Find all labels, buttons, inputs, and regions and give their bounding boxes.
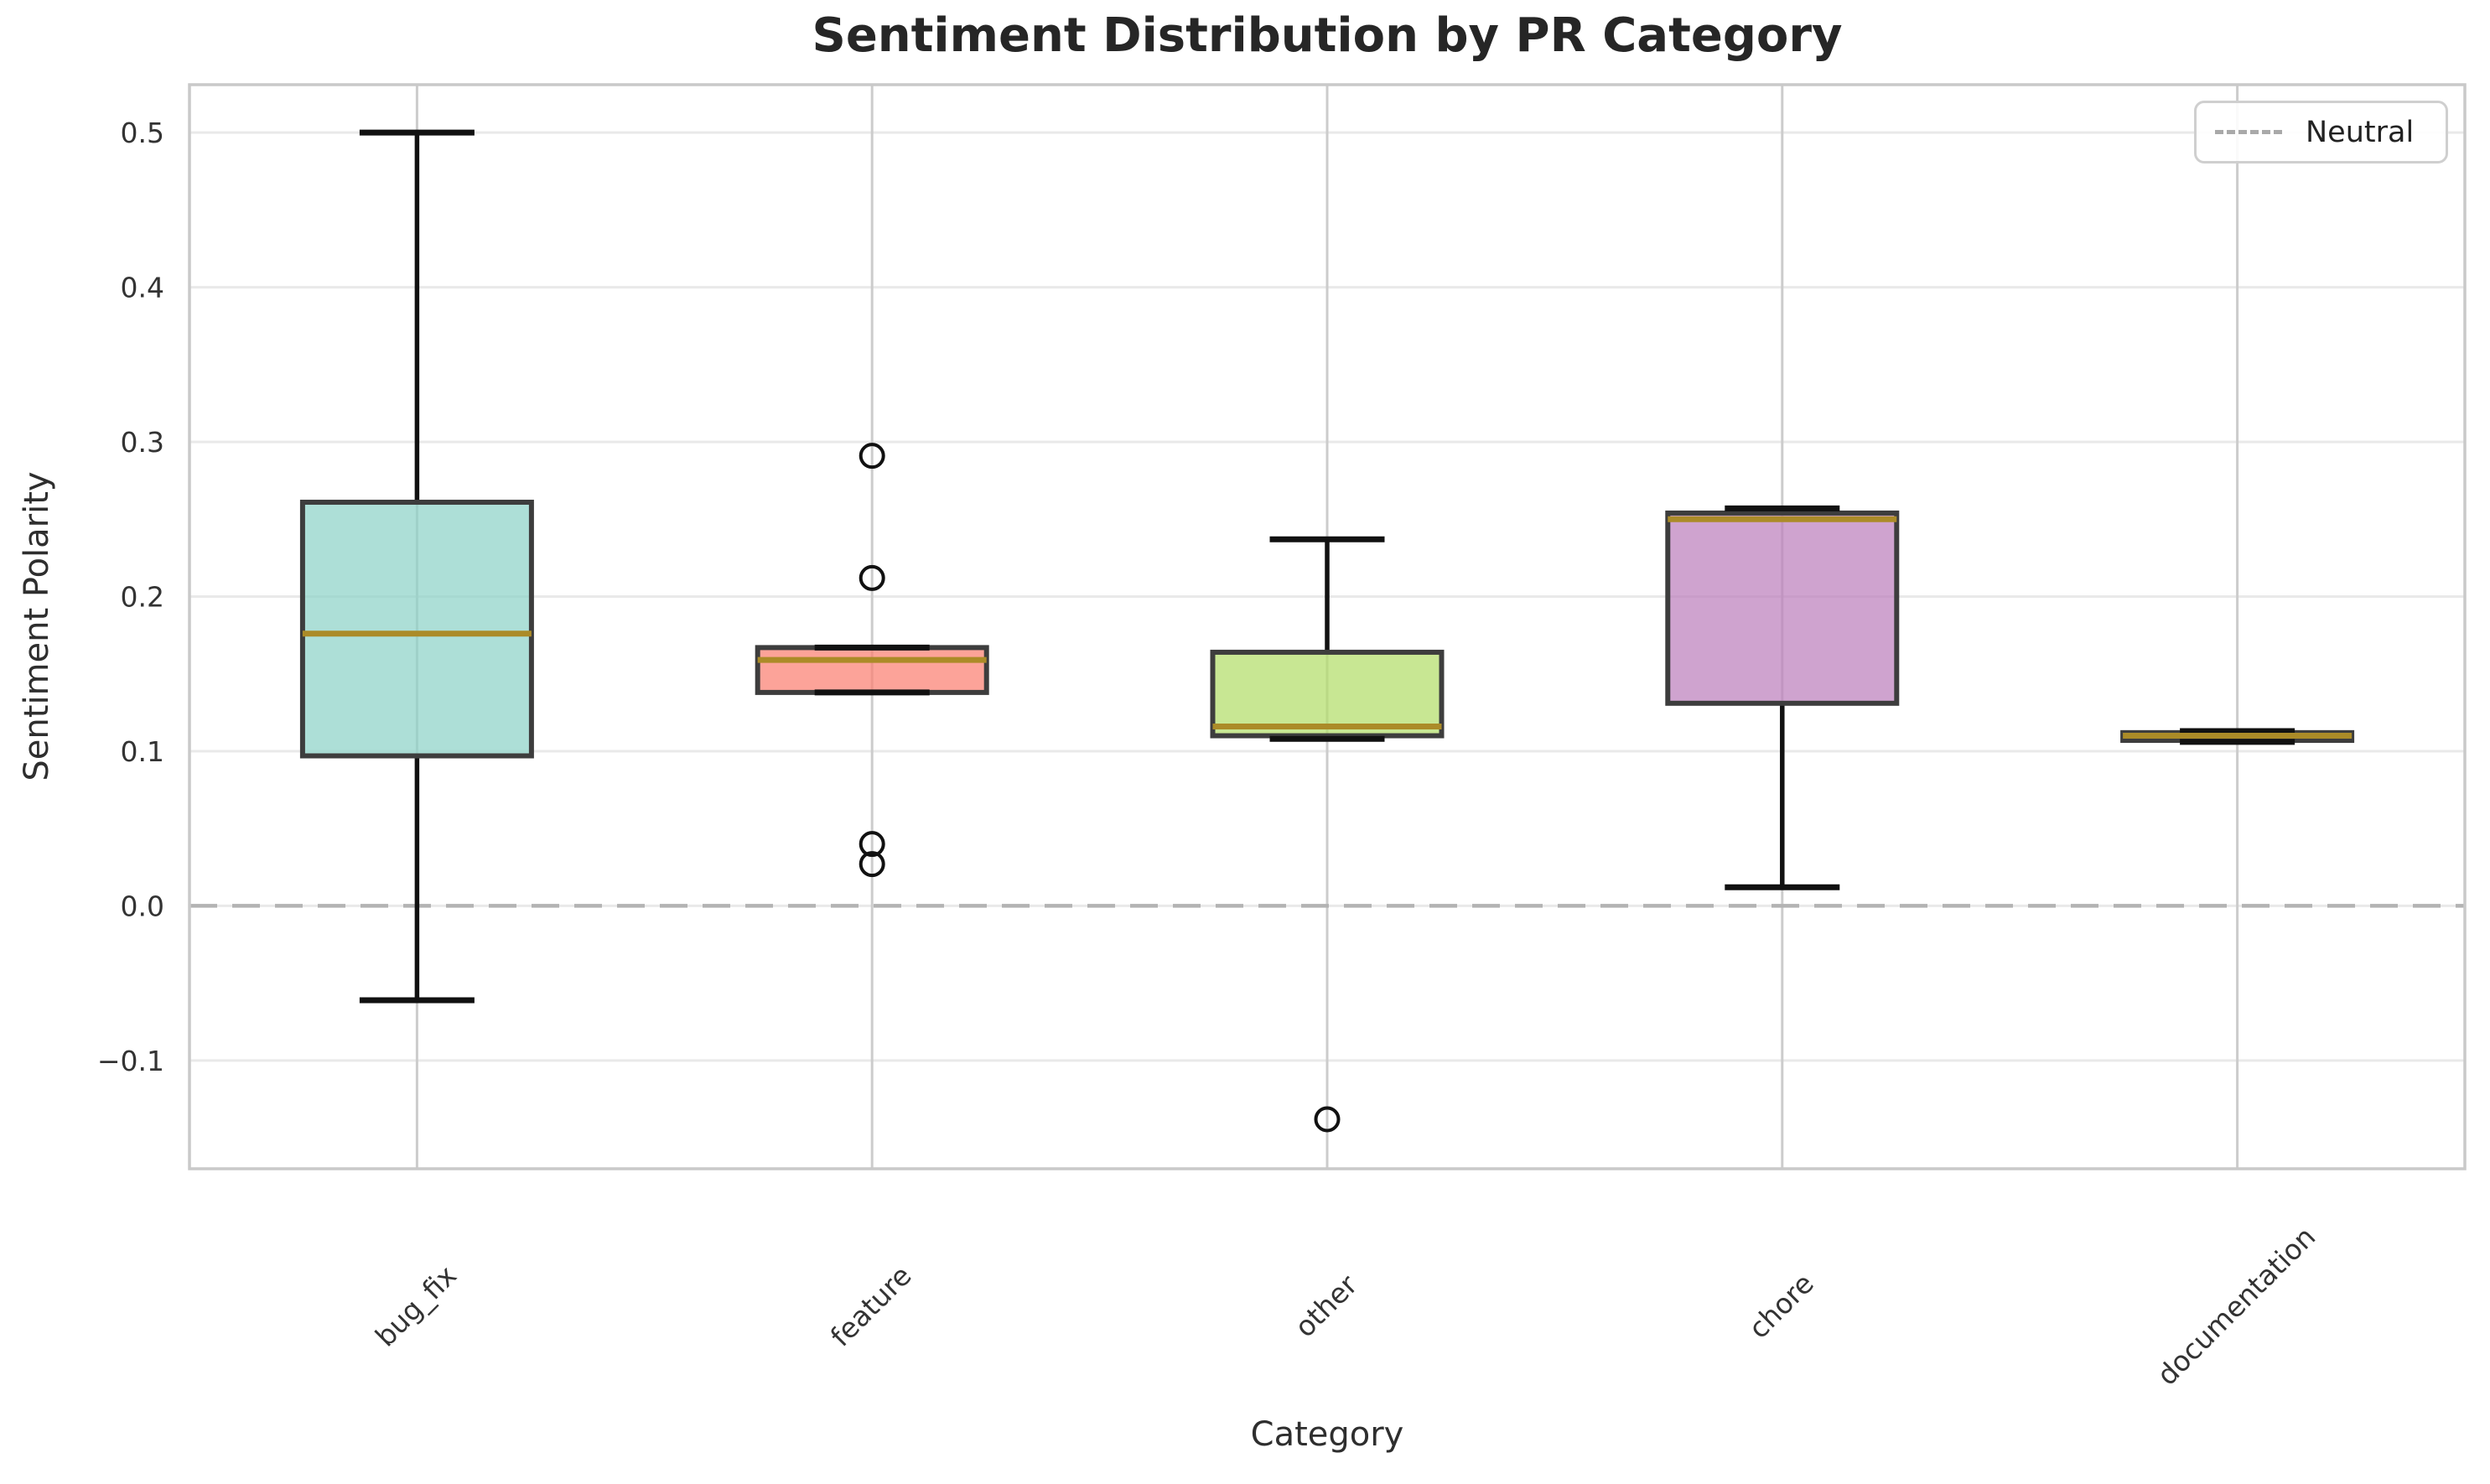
outlier-point-feature [859, 564, 885, 591]
y-tick-label-0.1: 0.1 [121, 735, 164, 768]
box-feature [755, 645, 989, 695]
y-tick-label-−0.1: −0.1 [97, 1045, 164, 1077]
y-tick-label-0.2: 0.2 [121, 581, 164, 614]
y-tick-label-0.0: 0.0 [121, 890, 164, 922]
chart-title: Sentiment Distribution by PR Category [812, 8, 1843, 63]
x-tick-label-documentation: documentation [2150, 1220, 2321, 1391]
outlier-point-feature [859, 851, 885, 878]
legend: Neutral [2194, 101, 2448, 163]
neutral-dashed-line-swatch [2215, 130, 2282, 134]
outlier-point-feature [859, 443, 885, 470]
x-tick-label-other: other [1289, 1268, 1364, 1343]
plot-border [188, 83, 2467, 1170]
x-tick-label-chore: chore [1742, 1267, 1820, 1345]
legend-label: Neutral [2306, 115, 2415, 149]
y-tick-label-0.3: 0.3 [121, 426, 164, 459]
box-chore [1665, 510, 1900, 706]
x-axis-label: Category [1250, 1415, 1404, 1454]
x-tick-label-feature: feature [824, 1259, 918, 1353]
x-tick-label-bug_fix: bug_fix [369, 1259, 463, 1353]
outlier-point-other [1314, 1106, 1341, 1133]
y-tick-label-0.4: 0.4 [121, 272, 164, 304]
box-other [1210, 649, 1445, 739]
y-tick-label-0.5: 0.5 [121, 117, 164, 149]
outlier-point-feature [859, 831, 885, 858]
box-bug_fix [299, 500, 534, 759]
